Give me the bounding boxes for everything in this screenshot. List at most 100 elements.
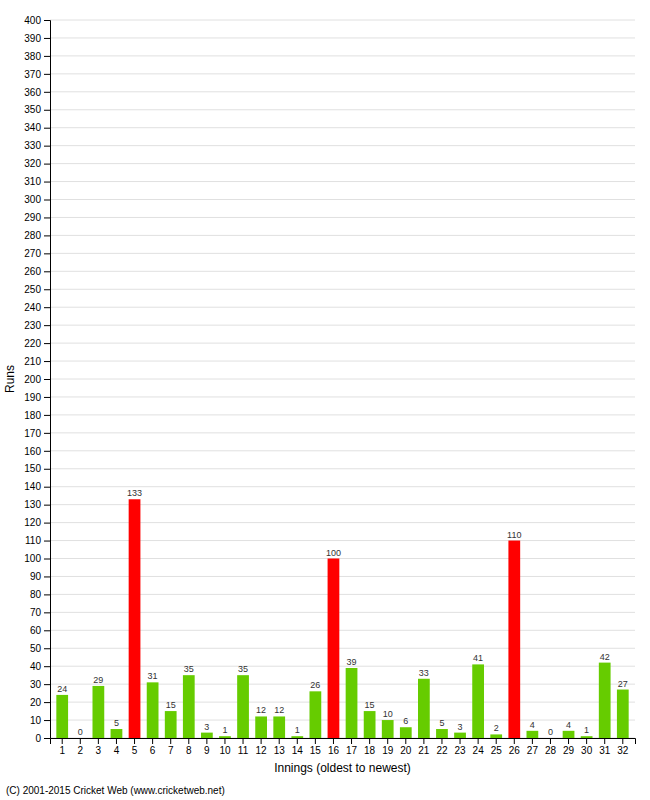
tick-label: 280 bbox=[24, 230, 41, 241]
tick: 210 bbox=[24, 356, 50, 367]
tick-label: 4 bbox=[114, 745, 120, 756]
tick-mark bbox=[170, 738, 171, 744]
tick-label: 3 bbox=[96, 745, 102, 756]
tick-label: 21 bbox=[418, 745, 430, 756]
grid-line bbox=[50, 73, 635, 74]
tick: 9 bbox=[204, 738, 210, 756]
tick: 140 bbox=[24, 481, 50, 492]
tick-label: 250 bbox=[24, 284, 41, 295]
bar bbox=[111, 729, 123, 738]
tick-label: 350 bbox=[24, 104, 41, 115]
tick-mark bbox=[405, 738, 406, 744]
grid-line bbox=[50, 199, 635, 200]
data-label: 5 bbox=[439, 718, 444, 728]
tick-mark bbox=[44, 74, 50, 75]
bar bbox=[418, 679, 430, 738]
bar bbox=[255, 716, 267, 738]
tick-mark bbox=[44, 164, 50, 165]
tick-mark bbox=[44, 92, 50, 93]
tick: 31 bbox=[599, 738, 611, 756]
tick-label: 380 bbox=[24, 51, 41, 62]
tick-label: 12 bbox=[256, 745, 268, 756]
tick: 270 bbox=[24, 248, 50, 259]
tick-mark bbox=[243, 738, 244, 744]
tick-label: 210 bbox=[24, 356, 41, 367]
grid-line bbox=[50, 91, 635, 92]
tick-label: 100 bbox=[24, 553, 41, 564]
tick: 50 bbox=[30, 643, 50, 654]
tick-mark bbox=[44, 648, 50, 649]
bar bbox=[454, 733, 466, 738]
bar bbox=[219, 736, 231, 738]
tick-mark bbox=[44, 253, 50, 254]
tick-mark bbox=[44, 523, 50, 524]
tick: 1 bbox=[59, 738, 65, 756]
bar bbox=[436, 729, 448, 738]
tick-label: 16 bbox=[328, 745, 340, 756]
grid-line bbox=[50, 450, 635, 451]
bar bbox=[581, 736, 593, 738]
plot: 0102030405060708090100110120130140150160… bbox=[24, 15, 635, 756]
tick-mark bbox=[116, 738, 117, 744]
data-label: 26 bbox=[310, 680, 320, 690]
tick-label: 10 bbox=[219, 745, 231, 756]
tick-mark bbox=[44, 505, 50, 506]
tick-mark bbox=[441, 738, 442, 744]
bar bbox=[165, 711, 177, 738]
tick-mark bbox=[44, 182, 50, 183]
tick-label: 13 bbox=[274, 745, 286, 756]
tick-mark bbox=[333, 738, 334, 744]
tick-mark bbox=[152, 738, 153, 744]
grid-line bbox=[50, 307, 635, 308]
tick-label: 25 bbox=[491, 745, 503, 756]
tick: 370 bbox=[24, 69, 50, 80]
bar bbox=[526, 731, 538, 738]
tick-mark bbox=[44, 612, 50, 613]
data-label: 6 bbox=[403, 716, 408, 726]
tick: 380 bbox=[24, 51, 50, 62]
tick-label: 30 bbox=[30, 679, 42, 690]
tick-label: 8 bbox=[186, 745, 192, 756]
tick-mark bbox=[261, 738, 262, 744]
data-label: 1 bbox=[222, 725, 227, 735]
data-label: 35 bbox=[184, 664, 194, 674]
tick: 20 bbox=[400, 738, 412, 756]
bar bbox=[56, 695, 68, 738]
grid-line bbox=[50, 163, 635, 164]
tick: 5 bbox=[132, 738, 138, 756]
grid-line bbox=[50, 271, 635, 272]
tick-mark bbox=[550, 738, 551, 744]
grid-line bbox=[50, 379, 635, 380]
tick: 30 bbox=[581, 738, 593, 756]
tick-mark bbox=[44, 56, 50, 57]
bar bbox=[508, 541, 520, 738]
tick-mark bbox=[44, 702, 50, 703]
tick-mark bbox=[496, 738, 497, 744]
tick-label: 110 bbox=[25, 535, 41, 546]
tick: 15 bbox=[310, 738, 322, 756]
tick: 200 bbox=[24, 374, 50, 385]
bar bbox=[201, 733, 213, 738]
tick-mark bbox=[44, 487, 50, 488]
tick: 12 bbox=[256, 738, 268, 756]
data-label: 24 bbox=[57, 684, 67, 694]
tick: 150 bbox=[24, 463, 50, 474]
bar bbox=[129, 499, 141, 738]
tick: 0 bbox=[35, 733, 50, 744]
bar bbox=[472, 664, 484, 738]
tick-mark bbox=[586, 738, 587, 744]
bar bbox=[309, 691, 321, 738]
grid-line bbox=[50, 432, 635, 433]
tick-label: 260 bbox=[24, 266, 41, 277]
bar bbox=[92, 686, 104, 738]
grid-line bbox=[50, 55, 635, 56]
tick-mark bbox=[44, 738, 50, 739]
tick-mark bbox=[44, 559, 50, 560]
bar bbox=[490, 734, 502, 738]
bar bbox=[291, 736, 303, 738]
tick-mark bbox=[297, 738, 298, 744]
tick-label: 90 bbox=[30, 571, 42, 582]
bar bbox=[74, 738, 86, 739]
tick-label: 1 bbox=[59, 745, 65, 756]
tick-label: 120 bbox=[24, 517, 41, 528]
